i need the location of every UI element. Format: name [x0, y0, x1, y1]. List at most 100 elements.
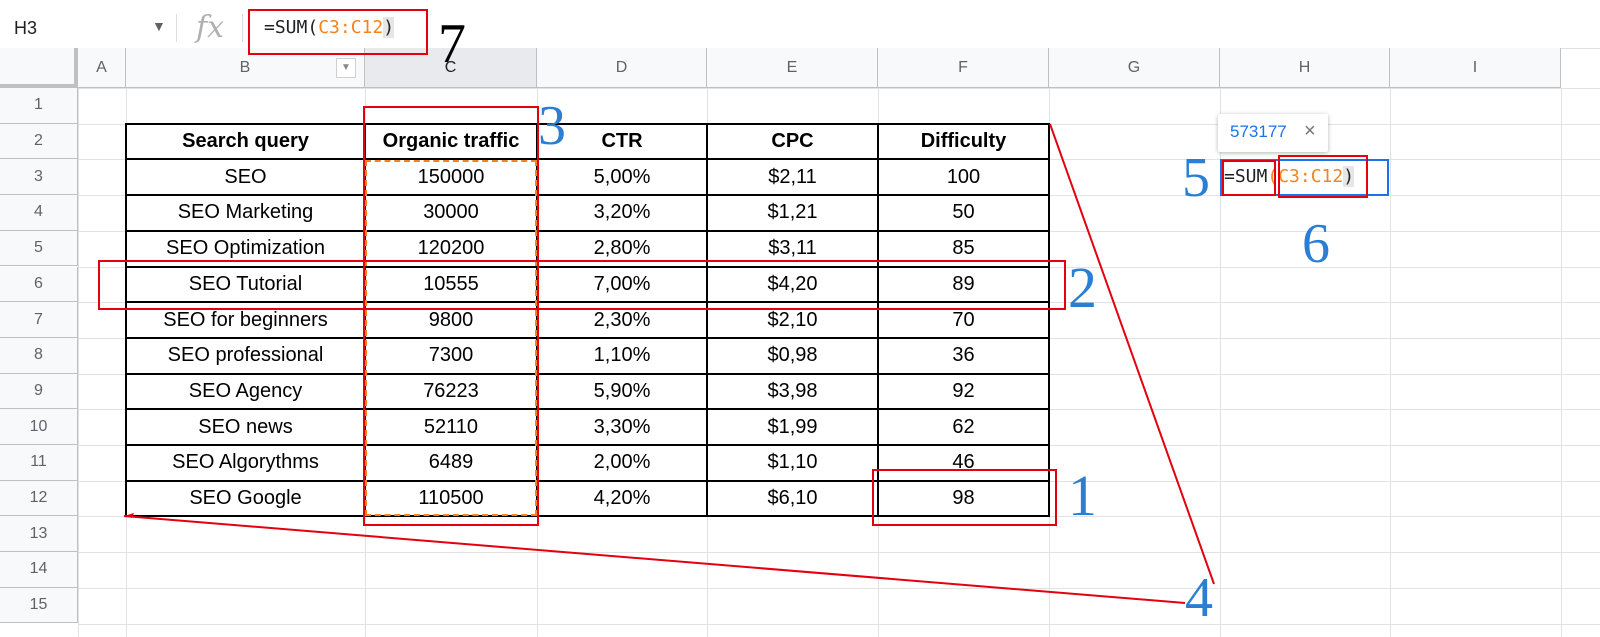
row-header-2[interactable]: 2	[0, 123, 78, 160]
table-border-horizontal	[126, 444, 1050, 446]
table-cell[interactable]: 85	[952, 237, 975, 260]
table-header-cell[interactable]: Search query	[182, 130, 309, 153]
table-cell[interactable]: 3,20%	[593, 201, 651, 224]
table-cell[interactable]: SEO Tutorial	[188, 272, 303, 295]
table-cell[interactable]: 52110	[423, 415, 479, 438]
table-header-cell[interactable]: Difficulty	[920, 130, 1007, 153]
table-border-horizontal	[126, 265, 1050, 268]
table-cell[interactable]: 5,00%	[593, 165, 651, 188]
table-cell[interactable]: 50	[952, 201, 975, 224]
column-header-d[interactable]: D	[537, 48, 707, 88]
table-cell[interactable]: $1,10	[767, 451, 818, 474]
column-header-a[interactable]: A	[78, 48, 126, 88]
column-header-g[interactable]: G	[1049, 48, 1220, 88]
table-header-cell[interactable]: CTR	[601, 130, 643, 153]
table-cell[interactable]: SEO Marketing	[177, 201, 314, 224]
table-cell[interactable]: SEO Agency	[188, 379, 303, 402]
row-header-5[interactable]: 5	[0, 230, 78, 267]
column-header-h[interactable]: H	[1220, 48, 1390, 88]
close-icon[interactable]: ×	[1304, 120, 1316, 142]
table-cell[interactable]: 7300	[428, 344, 474, 367]
table-border-horizontal	[126, 336, 1050, 339]
annotation-label-7: 7	[438, 13, 466, 75]
table-cell[interactable]: 98	[952, 487, 975, 510]
table-cell[interactable]: 89	[952, 272, 975, 295]
row-header-6[interactable]: 6	[0, 266, 78, 303]
table-cell[interactable]: 46	[952, 451, 975, 474]
annotation-line	[123, 515, 1186, 604]
table-cell[interactable]: 30000	[423, 201, 479, 224]
row-header-1[interactable]: 1	[0, 88, 78, 124]
select-all-corner[interactable]	[0, 48, 78, 88]
table-cell[interactable]: $3,11	[768, 237, 817, 260]
row-header-8[interactable]: 8	[0, 337, 78, 374]
row-header-15[interactable]: 15	[0, 587, 78, 624]
table-cell[interactable]: $1,21	[767, 201, 818, 224]
table-header-cell[interactable]: CPC	[771, 130, 814, 153]
table-cell[interactable]: 2,80%	[593, 237, 651, 260]
table-cell[interactable]: 70	[952, 308, 975, 331]
row-header-13[interactable]: 13	[0, 516, 78, 553]
table-cell[interactable]: SEO for beginners	[163, 308, 328, 331]
table-cell[interactable]: SEO Algorythms	[172, 451, 319, 474]
name-box[interactable]: H3 ▼	[0, 8, 176, 48]
annotation-label-3: 3	[538, 95, 566, 157]
formula-bar-divider	[176, 14, 177, 42]
table-cell[interactable]: 120200	[417, 237, 485, 260]
table-cell[interactable]: 10555	[423, 272, 479, 295]
table-cell[interactable]: 76223	[423, 379, 479, 402]
filter-dropdown-icon[interactable]: ▼	[336, 58, 356, 78]
table-cell[interactable]: $2,11	[768, 165, 817, 188]
row-header-11[interactable]: 11	[0, 445, 78, 481]
table-cell[interactable]: 62	[952, 415, 975, 438]
table-cell[interactable]: $0,98	[767, 344, 818, 367]
row-header-4[interactable]: 4	[0, 195, 78, 231]
table-cell[interactable]: 150000	[417, 165, 485, 188]
table-border-horizontal	[126, 372, 1050, 375]
table-cell[interactable]: 110500	[418, 487, 484, 510]
table-cell[interactable]: $4,20	[767, 272, 818, 295]
table-cell[interactable]: 3,30%	[593, 415, 651, 438]
row-header-10[interactable]: 10	[0, 409, 78, 445]
formula-bar-divider	[242, 14, 243, 42]
table-cell[interactable]: 2,00%	[593, 451, 651, 474]
table-cell[interactable]: 2,30%	[593, 308, 651, 331]
column-header-f[interactable]: F	[878, 48, 1049, 88]
row-header-7[interactable]: 7	[0, 302, 78, 338]
table-cell[interactable]: $1,99	[767, 415, 818, 438]
table-cell[interactable]: SEO news	[198, 415, 293, 438]
row-header-3[interactable]: 3	[0, 159, 78, 196]
active-cell-formula[interactable]: =SUM(C3:C12)	[1224, 166, 1355, 187]
table-cell[interactable]: 7,00%	[593, 272, 651, 295]
row-header-9[interactable]: 9	[0, 373, 78, 410]
chevron-down-icon[interactable]: ▼	[152, 18, 166, 34]
table-cell[interactable]: $2,10	[767, 308, 818, 331]
table-cell[interactable]: SEO Optimization	[166, 237, 325, 260]
table-cell[interactable]: 36	[952, 344, 975, 367]
table-cell[interactable]: 4,20%	[593, 487, 651, 510]
table-cell[interactable]: 9800	[428, 308, 474, 331]
table-cell[interactable]: SEO Google	[189, 487, 302, 510]
table-cell[interactable]: SEO	[224, 165, 267, 188]
table-cell[interactable]: $3,98	[767, 379, 818, 402]
table-border-vertical	[1048, 123, 1050, 516]
table-cell[interactable]: 1,10%	[593, 344, 651, 367]
table-cell[interactable]: $6,10	[767, 487, 818, 510]
row-header-14[interactable]: 14	[0, 552, 78, 588]
active-cell-h3[interactable]	[1220, 159, 1389, 196]
table-cell[interactable]: 92	[952, 379, 975, 402]
column-header-i[interactable]: I	[1390, 48, 1561, 88]
table-cell[interactable]: 100	[946, 165, 981, 188]
table-cell[interactable]: 6489	[428, 451, 474, 474]
table-header-cell[interactable]: Organic traffic	[382, 130, 520, 153]
table-cell[interactable]: SEO professional	[167, 344, 324, 367]
table-border-horizontal	[126, 301, 1050, 304]
row-header-12[interactable]: 12	[0, 480, 78, 517]
grid-line-vertical	[1561, 88, 1562, 637]
formula-input[interactable]: =SUM(C3:C12)	[264, 17, 395, 38]
annotation-line	[1049, 123, 1215, 585]
column-header-e[interactable]: E	[707, 48, 878, 88]
table-cell[interactable]: 5,90%	[593, 379, 651, 402]
fx-icon: fx	[196, 10, 225, 45]
